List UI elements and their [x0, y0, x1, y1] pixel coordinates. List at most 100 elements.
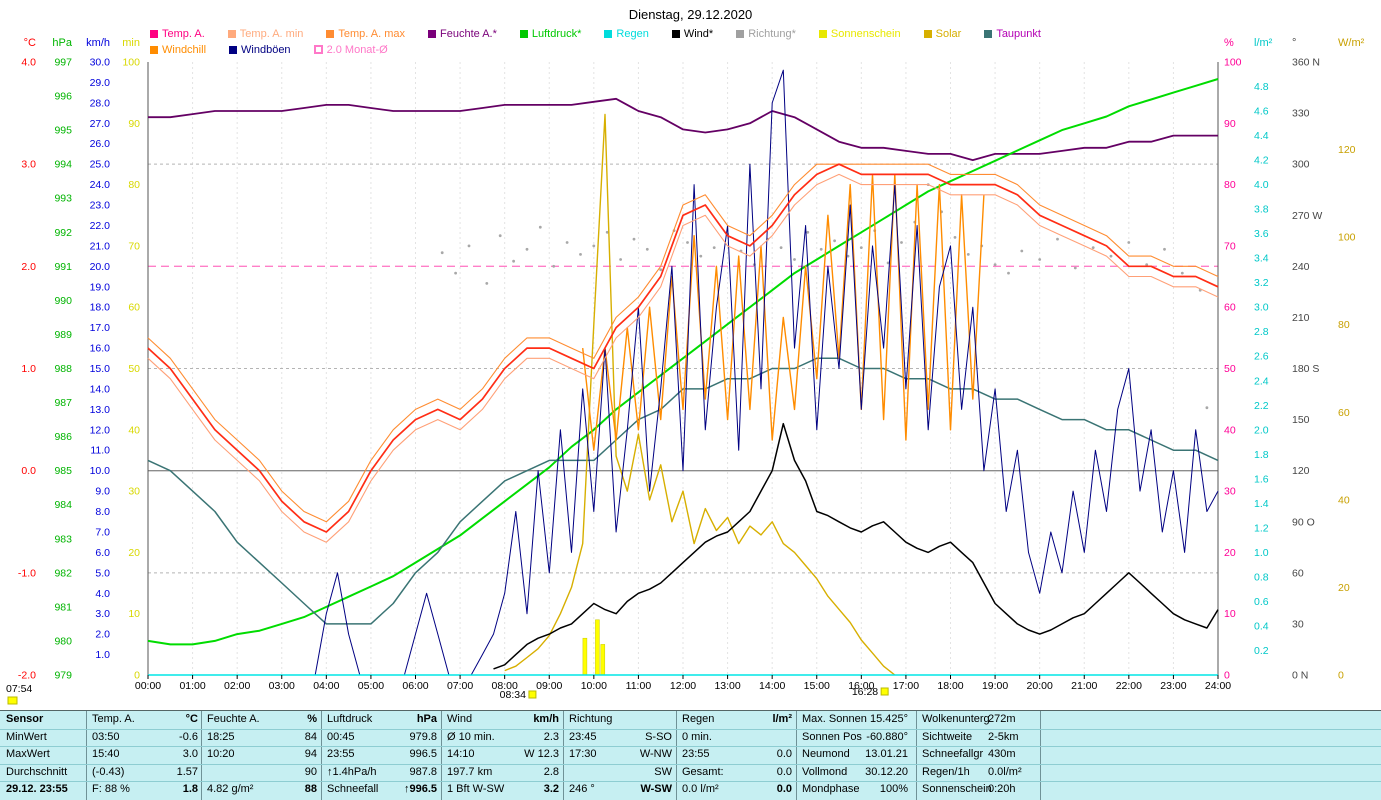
- svg-text:979: 979: [54, 670, 72, 682]
- svg-text:17.0: 17.0: [90, 322, 111, 334]
- axis-deg: ° 360 N 330 300 270 W 240 210 180 S 150 120 90 O 60…: [1292, 37, 1322, 682]
- svg-text:10: 10: [128, 608, 140, 620]
- svg-text:18.0: 18.0: [90, 302, 111, 314]
- table-cell: 100%: [879, 783, 908, 796]
- svg-text:2.2: 2.2: [1254, 400, 1269, 412]
- svg-text:80: 80: [128, 179, 140, 191]
- table-row: 29.12. 23:55 F: 88 % 1.8 4.82 g/m² 88 Schneef…: [0, 781, 1381, 799]
- table-cell: l/m²: [772, 713, 792, 725]
- svg-text:1.6: 1.6: [1254, 473, 1269, 485]
- svg-text:km/h: km/h: [86, 37, 110, 49]
- svg-text:90: 90: [128, 118, 140, 130]
- svg-text:997: 997: [54, 57, 72, 69]
- svg-text:5.0: 5.0: [95, 567, 110, 579]
- legend-label: Wind*: [683, 27, 714, 40]
- svg-text:hPa: hPa: [52, 37, 72, 49]
- table-cell: Wolkenunterg: [922, 713, 990, 725]
- svg-text:3.0: 3.0: [21, 159, 36, 171]
- svg-text:23:00: 23:00: [1160, 680, 1186, 692]
- axis-lm2: l/m² 4.8 4.6 4.4 4.2 4.0 3.8 3.6 3.4 3.2 3.0 2.8 2.6…: [1254, 37, 1273, 657]
- table-cell: 272m: [988, 713, 1016, 725]
- table-cell: 996.5: [409, 748, 437, 761]
- svg-text:180 S: 180 S: [1292, 363, 1319, 375]
- legend-marker-icon: [519, 29, 528, 38]
- table-row: MinWert 03:50 -0.6 18:25 84 00:45 979.8 Ø 10 mi…: [0, 729, 1381, 747]
- table-cell: 17:30: [569, 748, 597, 761]
- series-taupunkt: [147, 357, 1219, 625]
- series-windb-en: [148, 69, 1219, 676]
- svg-text:16.0: 16.0: [90, 343, 111, 355]
- svg-text:00:00: 00:00: [135, 680, 161, 692]
- svg-text:994: 994: [54, 159, 72, 171]
- svg-text:60: 60: [1338, 407, 1350, 419]
- svg-text:26.0: 26.0: [90, 138, 111, 150]
- svg-text:04:00: 04:00: [313, 680, 339, 692]
- svg-text:12.0: 12.0: [90, 424, 111, 436]
- series-temp-a-max: [147, 163, 1219, 523]
- svg-text:210: 210: [1292, 312, 1310, 324]
- svg-text:120: 120: [1338, 144, 1356, 156]
- table-cell: 430m: [988, 748, 1016, 761]
- table-cell: S-SO: [645, 730, 672, 743]
- grid: [148, 62, 1218, 675]
- svg-text:3.0: 3.0: [1254, 302, 1269, 314]
- svg-text:0.0: 0.0: [21, 465, 36, 477]
- table-cell: 0.0 l/m²: [682, 783, 719, 796]
- svg-text:2.8: 2.8: [1254, 326, 1269, 338]
- svg-text:1.2: 1.2: [1254, 522, 1269, 534]
- svg-text:21.0: 21.0: [90, 240, 111, 252]
- weather-chart: °C 4.0 3.0 2.0 1.0 0.0 -1.0 -2.0 hPa 997 996 995 994…: [6, 37, 1365, 705]
- svg-text:0.4: 0.4: [1254, 620, 1269, 632]
- table-cell: 2.3: [543, 730, 559, 743]
- svg-text:23.0: 23.0: [90, 200, 111, 212]
- svg-text:4.0: 4.0: [1254, 179, 1269, 191]
- table-cell: Regen: [682, 713, 715, 725]
- table-row-divider: [0, 728, 1381, 730]
- svg-text:20:00: 20:00: [1027, 680, 1053, 692]
- table-cell: Schneefall: [327, 783, 379, 796]
- sunset-marker-icon: [880, 687, 889, 696]
- svg-text:2.0: 2.0: [21, 261, 36, 273]
- svg-text:80: 80: [1224, 179, 1236, 191]
- svg-text:4.8: 4.8: [1254, 81, 1269, 93]
- svg-text:12:00: 12:00: [670, 680, 696, 692]
- svg-text:06:00: 06:00: [402, 680, 428, 692]
- svg-text:20.0: 20.0: [90, 261, 111, 273]
- table-column-divider: [676, 711, 677, 800]
- svg-text:992: 992: [54, 227, 72, 239]
- svg-text:13.0: 13.0: [90, 404, 111, 416]
- legend-label: Luftdruck*: [531, 27, 582, 40]
- svg-text:2.6: 2.6: [1254, 351, 1269, 363]
- legend-item-richtung: Richtung*: [736, 28, 796, 40]
- svg-text:25.0: 25.0: [90, 159, 111, 171]
- table-cell: SW: [654, 765, 672, 778]
- legend-item-windb-en: Windböen: [229, 44, 291, 56]
- table-cell: W-NW: [639, 748, 672, 761]
- dawn-marker-icon: [7, 696, 18, 705]
- svg-text:-1.0: -1.0: [18, 567, 36, 579]
- table-cell: 987.8: [409, 765, 437, 778]
- legend-item-regen: Regen: [604, 28, 649, 40]
- svg-text:0: 0: [1224, 670, 1230, 682]
- axis-hPa: hPa 997 996 995 994 993 992 991 990 989 988 987 986 9…: [52, 37, 72, 682]
- svg-text:%: %: [1224, 37, 1234, 49]
- legend-item-temp-a-max: Temp. A. max: [326, 28, 405, 40]
- svg-text:330: 330: [1292, 108, 1310, 120]
- svg-text:0.2: 0.2: [1254, 645, 1269, 657]
- table-cell: 03:50: [92, 730, 120, 743]
- legend-label: Solar: [935, 27, 962, 40]
- table-cell: 0.0: [776, 783, 792, 796]
- svg-text:14.0: 14.0: [90, 383, 111, 395]
- legend-label: Temp. A. min: [239, 27, 304, 40]
- legend-item-luftdruck: Luftdruck*: [519, 27, 582, 40]
- legend-label: Temp. A. max: [338, 27, 406, 40]
- svg-text:1.0: 1.0: [95, 649, 110, 661]
- table-cell: 00:45: [327, 730, 355, 743]
- series-richtung: [440, 183, 1209, 410]
- x-axis: 00:00 01:00 02:00 03:00 04:00 05:00 06:00 07:00…: [135, 675, 1231, 692]
- legend-row-1: Temp. A. Temp. A. min Temp. A. max Feuchte …: [150, 26, 1240, 41]
- table-row: MaxWert 15:40 3.0 10:20 94 23:55 996.5 14:10 W 1…: [0, 746, 1381, 764]
- svg-text:987: 987: [54, 397, 72, 409]
- svg-text:100: 100: [1224, 57, 1242, 69]
